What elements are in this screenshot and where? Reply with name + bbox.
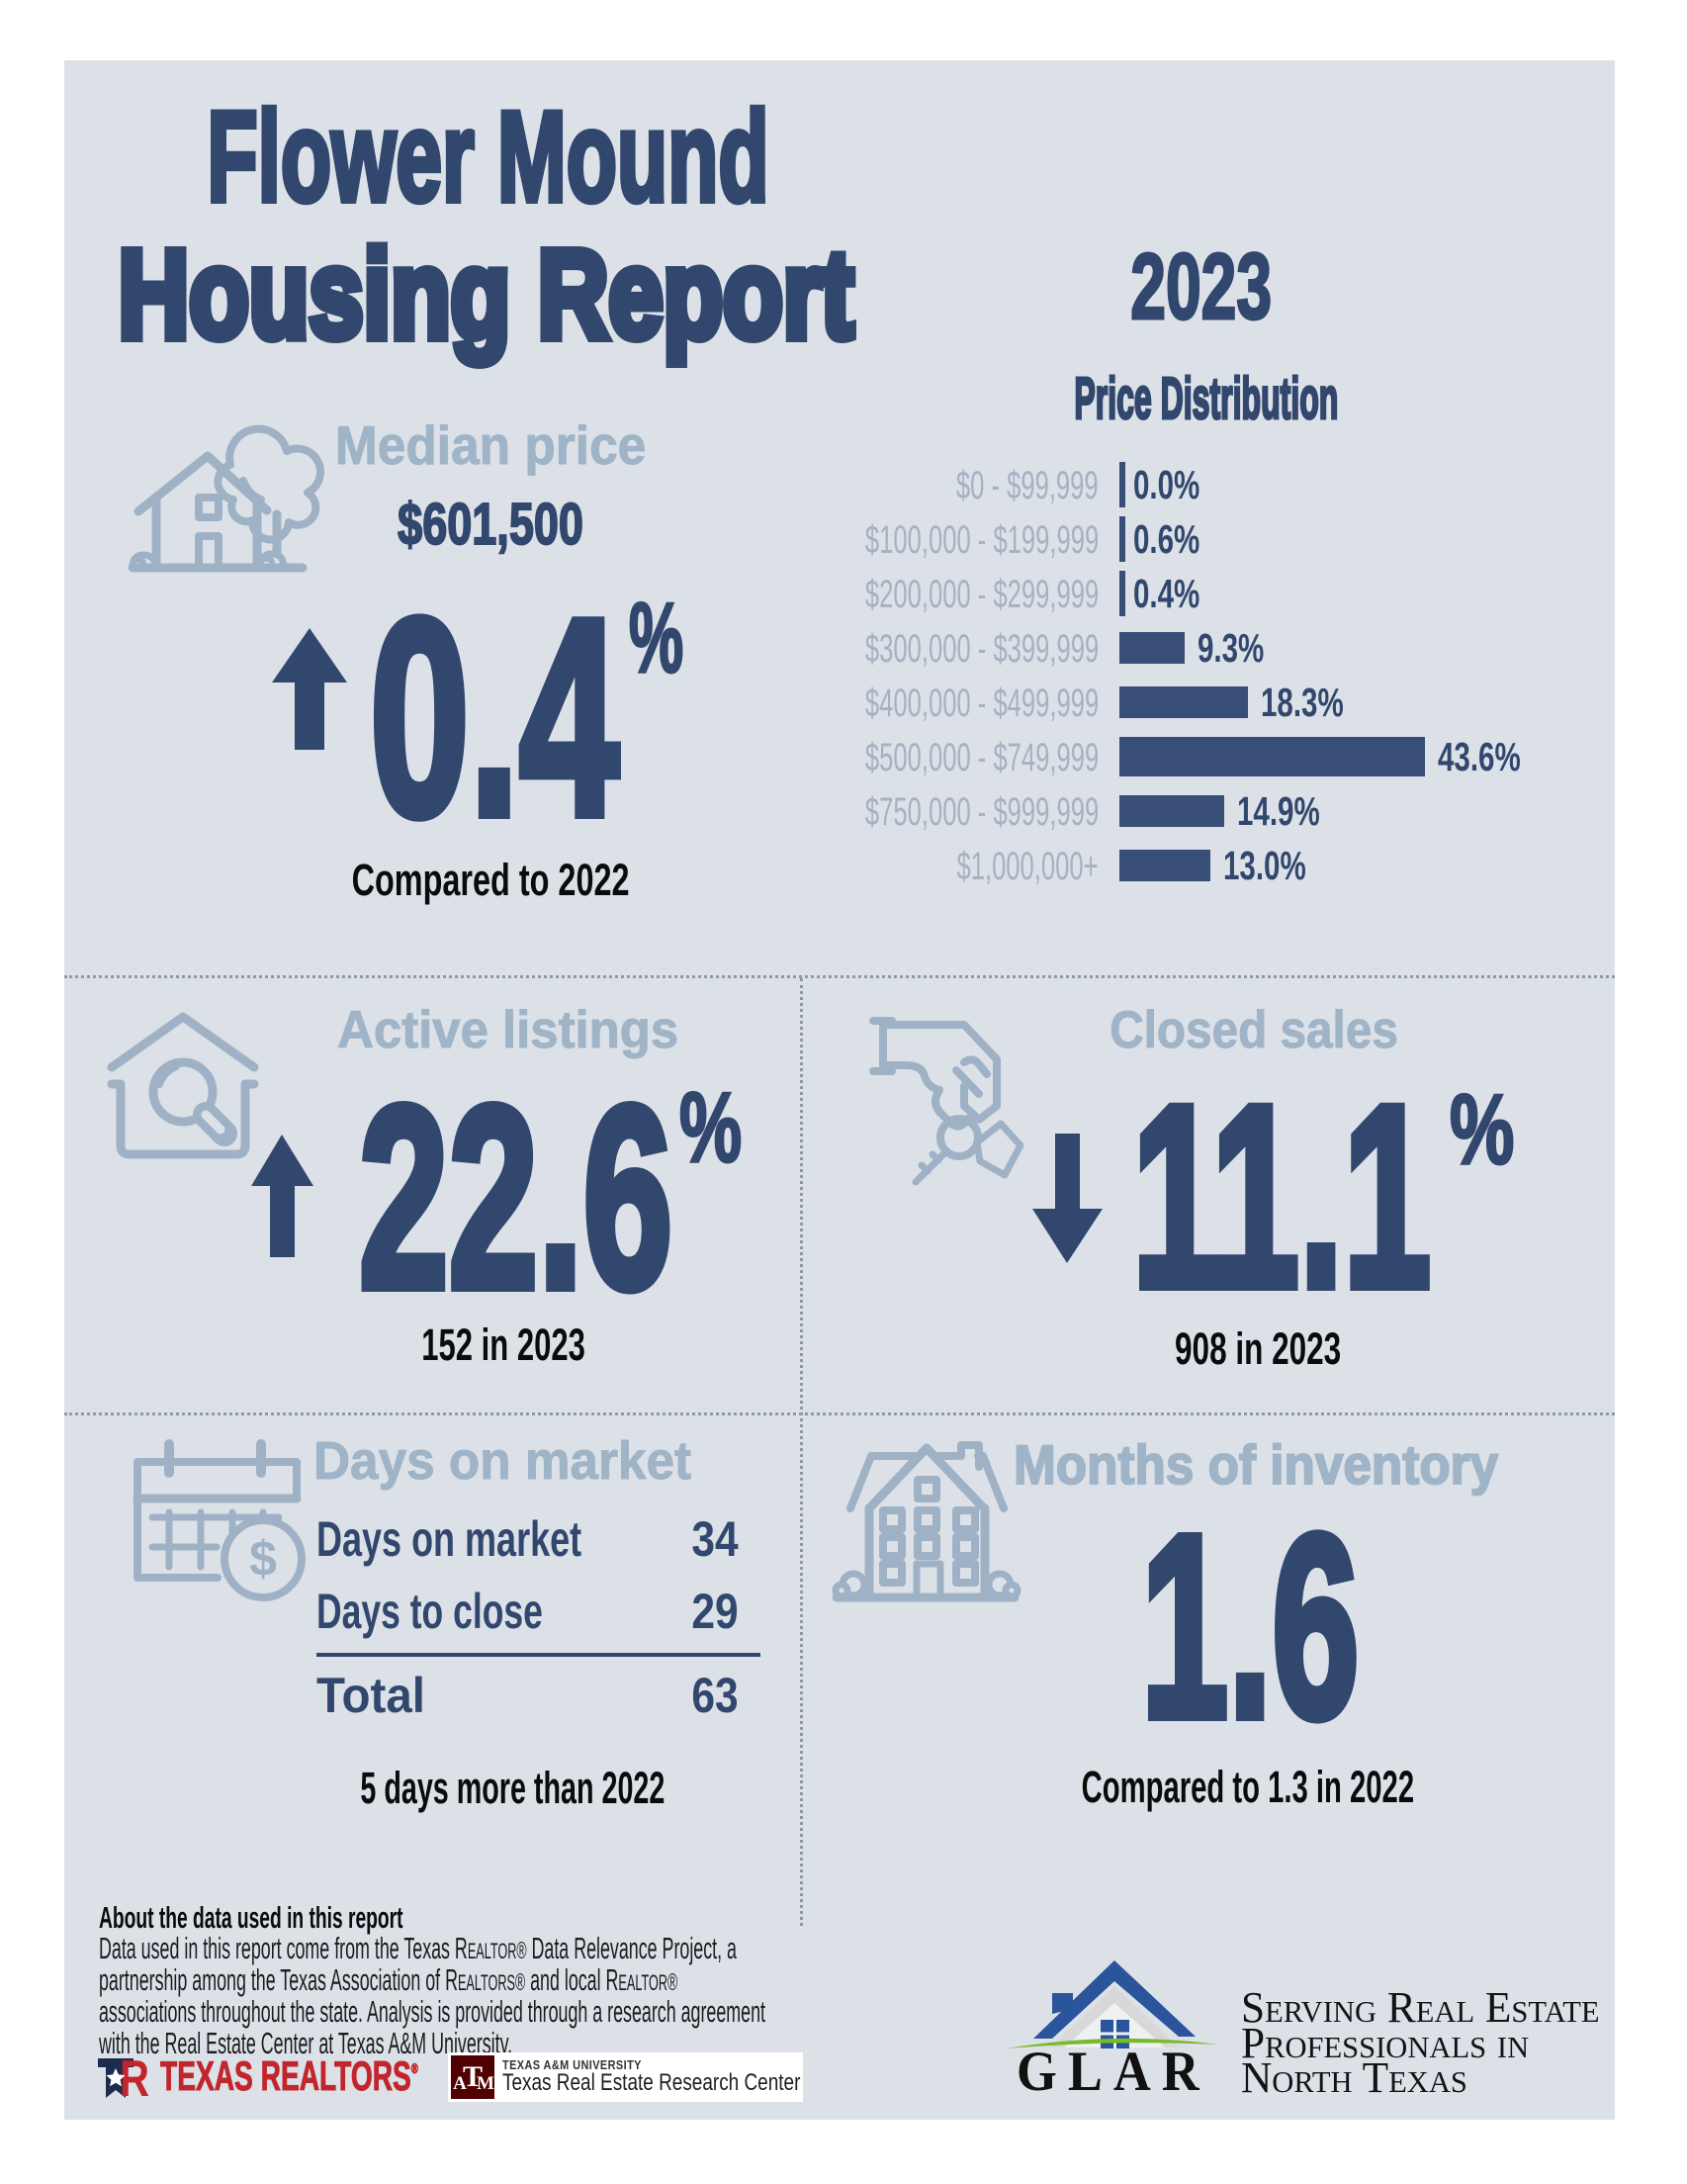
- svg-text:T: T: [463, 2060, 483, 2093]
- svg-text:R: R: [120, 2049, 149, 2108]
- svg-text:A: A: [453, 2073, 467, 2094]
- svg-text:$: $: [249, 1531, 277, 1587]
- svg-text:M: M: [477, 2073, 494, 2094]
